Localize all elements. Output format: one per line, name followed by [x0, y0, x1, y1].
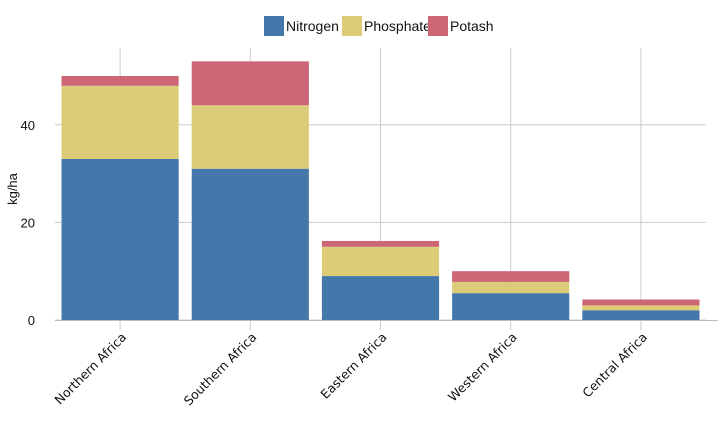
- bar-segment-potash: [582, 299, 700, 306]
- legend-item-potash: Potash: [428, 16, 494, 36]
- bar-segment-nitrogen: [582, 310, 700, 320]
- bar-segment-potash: [191, 61, 309, 106]
- bar-segment-phosphate: [61, 85, 179, 159]
- bar-segment-nitrogen: [452, 293, 570, 320]
- legend-label: Phosphate: [364, 18, 431, 34]
- bar-segment-potash: [321, 240, 440, 247]
- bar-segment-potash: [452, 271, 570, 282]
- y-tick-label: 40: [21, 118, 35, 133]
- x-tick-label: Western Africa: [445, 330, 520, 405]
- bar-segment-phosphate: [582, 305, 700, 311]
- legend-swatch: [264, 16, 284, 36]
- x-tick-label: Northern Africa: [51, 330, 129, 408]
- bar-segment-phosphate: [452, 281, 570, 294]
- y-tick-label: 20: [21, 215, 35, 230]
- x-tick-label: Eastern Africa: [317, 330, 389, 402]
- bar-segment-phosphate: [321, 246, 440, 277]
- legend-swatch: [342, 16, 362, 36]
- legend-item-nitrogen: Nitrogen: [264, 16, 339, 36]
- legend-item-phosphate: Phosphate: [342, 16, 431, 36]
- legend-label: Potash: [450, 18, 494, 34]
- legend-label: Nitrogen: [286, 18, 339, 34]
- bar-segment-nitrogen: [61, 158, 179, 320]
- y-tick-label: 0: [28, 313, 35, 328]
- x-tick-label: Central Africa: [579, 330, 650, 401]
- bar-segment-phosphate: [191, 105, 309, 169]
- bar-segment-nitrogen: [191, 168, 309, 320]
- bar-segment-potash: [61, 76, 179, 86]
- legend-swatch: [428, 16, 448, 36]
- bars: [61, 61, 700, 320]
- bar-segment-nitrogen: [321, 276, 440, 320]
- x-tick-label: Southern Africa: [181, 330, 260, 409]
- legend: Nitrogen Phosphate Potash: [264, 16, 494, 36]
- y-axis-title: kg/ha: [5, 172, 20, 205]
